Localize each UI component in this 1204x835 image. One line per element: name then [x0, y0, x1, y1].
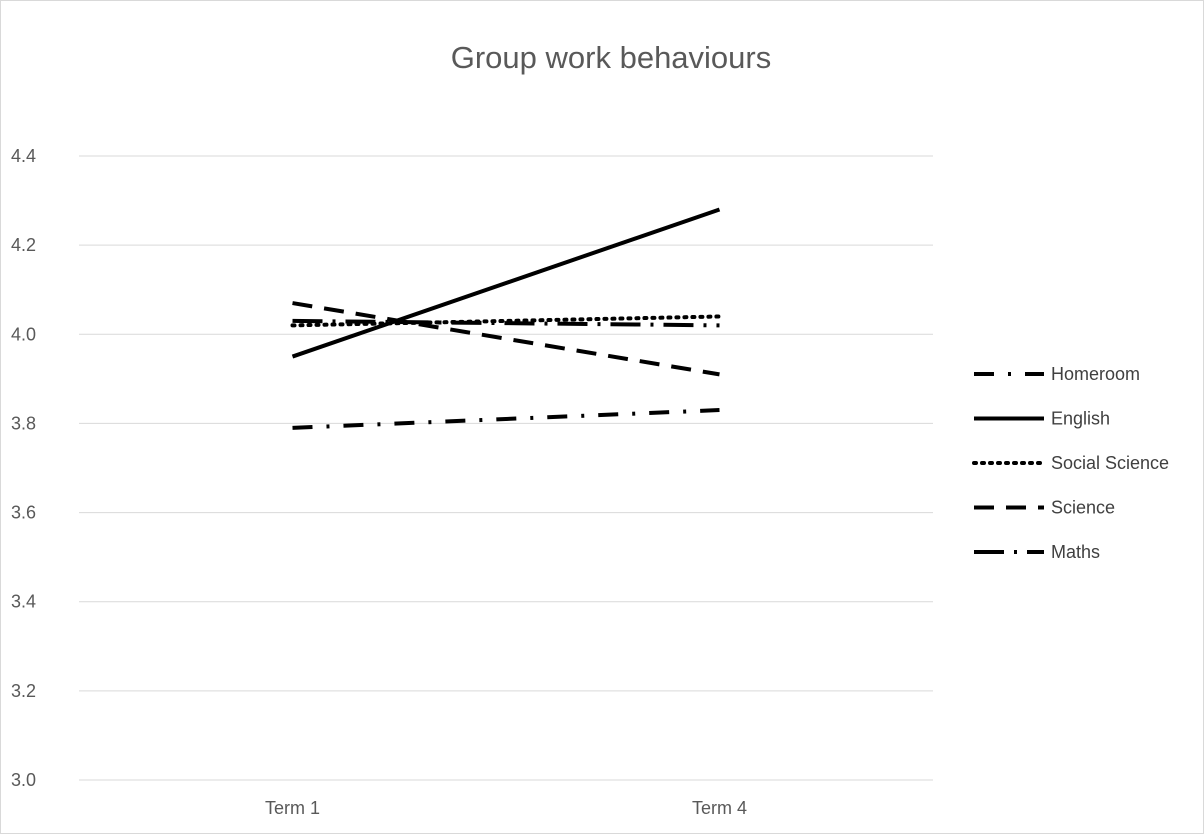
series-line-social-science [290, 314, 722, 328]
series-line-homeroom [292, 408, 720, 430]
x-axis-tick-labels: Term 1 Term 4 [265, 798, 747, 818]
legend-label: Maths [1051, 542, 1100, 562]
y-axis-tick-labels: 3.0 3.2 3.4 3.6 3.8 4.0 4.2 4.4 [11, 146, 36, 790]
series-lines [290, 207, 722, 430]
y-tick-label: 3.8 [11, 413, 36, 433]
x-tick-label: Term 1 [265, 798, 320, 818]
legend-label: Science [1051, 498, 1115, 518]
y-tick-label: 3.4 [11, 592, 36, 612]
legend-label: English [1051, 409, 1110, 429]
legend: Homeroom English Social Science Science Math… [972, 364, 1169, 562]
series-line-maths [292, 318, 720, 328]
y-tick-label: 3.0 [11, 770, 36, 790]
x-tick-label: Term 4 [692, 798, 747, 818]
series-line-english [291, 207, 721, 359]
y-tick-label: 3.2 [11, 681, 36, 701]
y-tick-label: 4.2 [11, 235, 36, 255]
legend-label: Social Science [1051, 453, 1169, 473]
series-line-science [292, 301, 720, 377]
y-tick-label: 4.0 [11, 324, 36, 344]
chart-title: Group work behaviours [451, 40, 772, 75]
y-tick-label: 3.6 [11, 503, 36, 523]
gridlines [79, 155, 933, 781]
legend-label: Homeroom [1051, 364, 1140, 384]
y-tick-label: 4.4 [11, 146, 36, 166]
